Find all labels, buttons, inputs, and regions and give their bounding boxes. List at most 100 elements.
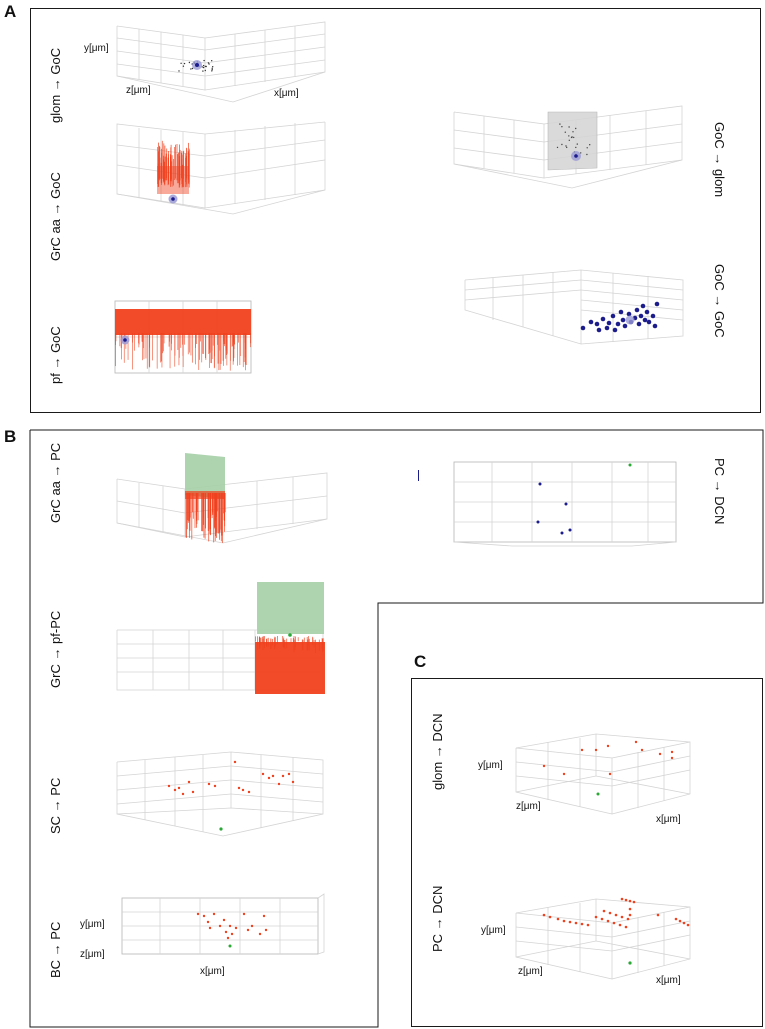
plot-sc-pc xyxy=(116,751,324,837)
purkinje-cell-point xyxy=(618,923,622,927)
ascending-axon-segment xyxy=(175,144,176,179)
glomerulus-point xyxy=(568,135,570,137)
purkinje-cell-point xyxy=(600,917,604,921)
basket-cell-point xyxy=(208,926,212,930)
ascending-axon-segment xyxy=(177,333,179,350)
ascending-axon-segment xyxy=(217,333,219,364)
ascending-axon-segment xyxy=(259,637,261,649)
glomerulus-point xyxy=(561,143,563,146)
ascending-axon-segment xyxy=(185,155,187,179)
ascending-axon-segment xyxy=(207,493,209,531)
purkinje-cell-point xyxy=(628,913,632,917)
basket-cell-point xyxy=(202,914,206,918)
purkinje-cell-point xyxy=(602,909,606,913)
ascending-axon-segment xyxy=(184,333,185,345)
dcn-point xyxy=(628,961,632,965)
ascending-axon-segment xyxy=(226,333,228,366)
ascending-axon-segment xyxy=(219,333,221,351)
ascending-axon-segment xyxy=(217,493,219,533)
ascending-axon-segment xyxy=(301,639,303,651)
purkinje-cell-point xyxy=(548,915,552,919)
label-grcaa-pc: GrC aa → PC xyxy=(48,442,63,523)
stellate-cell-point xyxy=(177,786,181,790)
ascending-axon-segment xyxy=(152,333,153,361)
label-glom-dcn: glom → DCN xyxy=(430,713,445,790)
label-grc-pfpc: GrC → pf-PC xyxy=(48,610,63,688)
golgi-cell-point xyxy=(644,309,650,315)
ascending-axon-segment xyxy=(161,333,163,368)
stellate-cell-point xyxy=(181,792,185,796)
ascending-axon-segment xyxy=(132,333,133,343)
glomerulus-point xyxy=(606,744,610,748)
purkinje-cell-point xyxy=(228,944,232,948)
glomerulus-point xyxy=(202,64,205,67)
plot-grcaa-pc xyxy=(116,453,328,544)
golgi-cell-point xyxy=(615,321,621,327)
basket-cell-point xyxy=(228,924,232,928)
ascending-axon-segment xyxy=(149,333,151,368)
stellate-cell-point xyxy=(241,788,245,792)
ascending-axon-segment xyxy=(205,333,206,359)
ascending-axon-segment xyxy=(267,637,269,647)
golgi-cell-point xyxy=(600,316,606,322)
ascending-axon-segment xyxy=(264,636,265,649)
ascending-axon-segment xyxy=(212,333,214,346)
basket-cell-point xyxy=(226,936,230,940)
golgi-cell-point xyxy=(596,327,602,333)
ascending-axon-segment xyxy=(164,161,165,185)
ascending-axon-segment xyxy=(182,333,183,345)
glomerulus-point xyxy=(564,131,566,133)
golgi-cell-point xyxy=(654,301,660,307)
basket-cell-point xyxy=(242,912,246,916)
ascending-axon-segment xyxy=(257,636,258,650)
ascending-axon-segment xyxy=(121,333,122,360)
ascending-axon-segment xyxy=(216,493,218,512)
label-goc-goc: GoC → GoC xyxy=(712,264,727,338)
ascending-axon-segment xyxy=(157,147,159,185)
ascending-axon-segment xyxy=(161,333,162,362)
golgi-cell-point xyxy=(580,325,586,331)
dcn-point xyxy=(596,792,600,796)
ascending-axon-segment xyxy=(322,638,324,653)
basket-cell-point xyxy=(218,924,222,928)
stellate-cell-point xyxy=(267,776,271,780)
ascending-axon-segment xyxy=(217,333,218,345)
parallel-fiber-block xyxy=(255,642,325,694)
ascending-axon-segment xyxy=(224,493,226,513)
panel-a-letter: A xyxy=(4,2,17,21)
purkinje-cell-point xyxy=(620,915,624,919)
ascending-axon-segment xyxy=(232,333,234,365)
ascending-axon-segment xyxy=(174,333,176,356)
ascending-axon-segment xyxy=(238,333,239,343)
ascending-axon-segment xyxy=(205,493,206,529)
purkinje-cell-point xyxy=(628,463,632,467)
ascending-axon-segment xyxy=(138,333,140,345)
ascending-axon-segment xyxy=(233,333,234,362)
ascending-axon-segment xyxy=(213,493,215,529)
ascending-axon-segment xyxy=(171,333,172,344)
ascending-axon-segment xyxy=(161,140,163,179)
ascending-axon-segment xyxy=(214,493,216,542)
glomerulus-point xyxy=(202,70,204,72)
ascending-axon-segment xyxy=(218,333,220,371)
ascending-axon-segment xyxy=(204,493,206,539)
plot-pc-dcn-c xyxy=(515,897,691,980)
ascending-axon-segment xyxy=(170,144,172,179)
ascending-axon-segment xyxy=(307,639,309,651)
ascending-axon-segment xyxy=(162,333,163,354)
glomerulus-point xyxy=(203,59,205,62)
golgi-cell-point xyxy=(606,320,612,326)
ascending-axon-segment xyxy=(166,148,168,181)
purkinje-cell-point xyxy=(580,922,584,926)
ascending-axon-segment xyxy=(159,145,160,181)
ascending-axon-segment xyxy=(187,333,189,355)
glomerulus-point xyxy=(580,152,582,154)
ascending-axon-segment xyxy=(232,333,234,346)
plot-pc-dcn xyxy=(453,461,677,547)
purkinje-cell-point xyxy=(574,921,578,925)
ascending-axon-segment xyxy=(197,493,199,521)
glomerulus-point xyxy=(180,62,182,64)
basket-cell-point xyxy=(264,928,268,932)
basket-cell-point xyxy=(246,928,250,932)
dcn-point xyxy=(538,482,542,486)
